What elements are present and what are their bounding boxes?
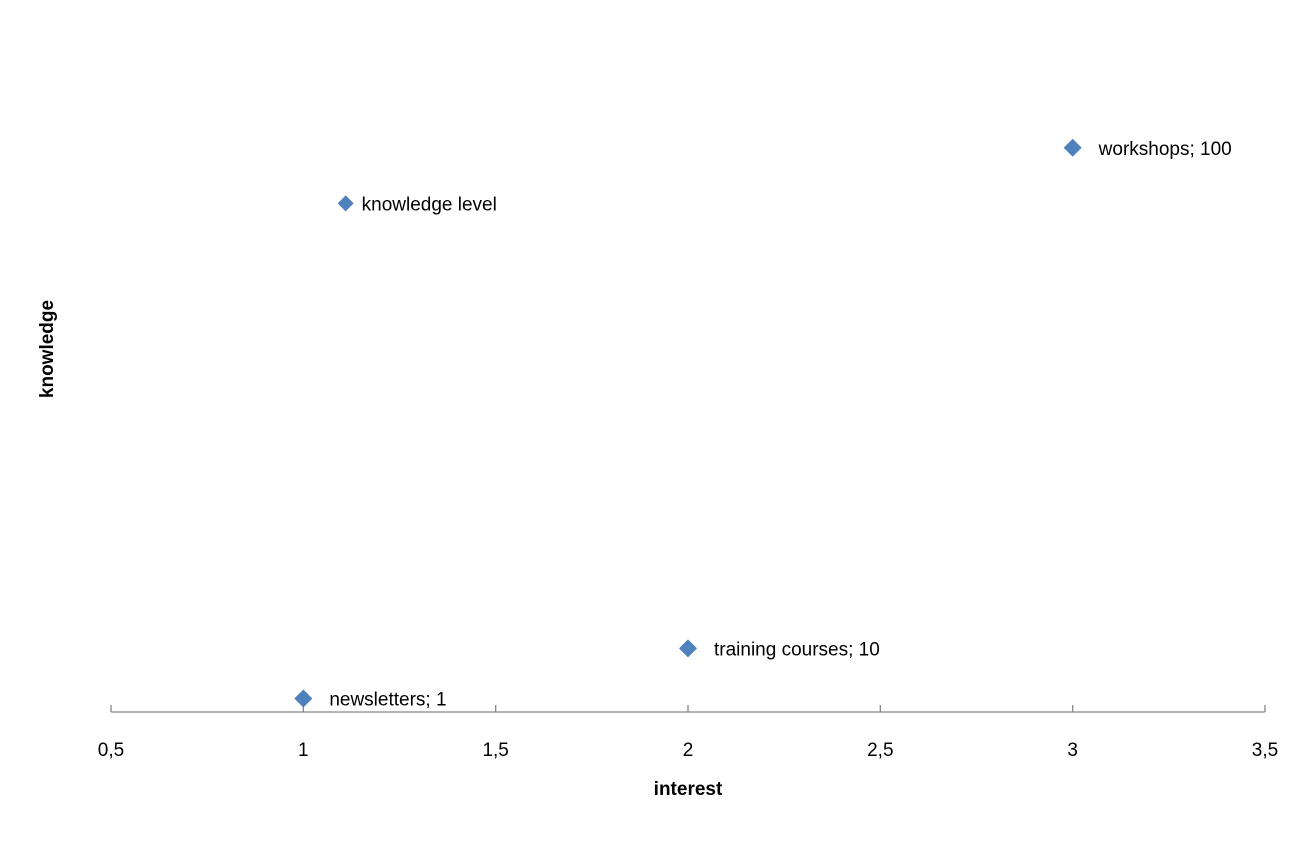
x-tick-label: 3,5 (1252, 740, 1278, 761)
data-point-marker (1063, 138, 1082, 157)
x-tick-label: 2,5 (867, 740, 893, 761)
x-tick-label: 1 (298, 740, 309, 761)
x-tick-label: 0,5 (98, 740, 124, 761)
x-axis-ticks: 0,5 1 1,5 2 2,5 3 3,5 (98, 705, 1278, 761)
data-point-marker (679, 639, 697, 658)
data-point-label: newsletters; 1 (329, 689, 446, 710)
data-point-label: training courses; 10 (714, 639, 880, 660)
data-point-label: workshops; 100 (1098, 139, 1232, 160)
x-axis-title: interest (654, 779, 723, 800)
annotation-marker (337, 195, 354, 212)
data-point-marker (294, 689, 313, 708)
data-points: newsletters; 1 training courses; 10 worksh… (294, 138, 1232, 710)
annotation-label: knowledge level (362, 194, 497, 215)
y-axis-title: knowledge (37, 300, 58, 398)
x-tick-label: 1,5 (482, 740, 508, 761)
x-tick-label: 3 (1067, 740, 1078, 761)
x-tick-label: 2 (683, 740, 694, 761)
